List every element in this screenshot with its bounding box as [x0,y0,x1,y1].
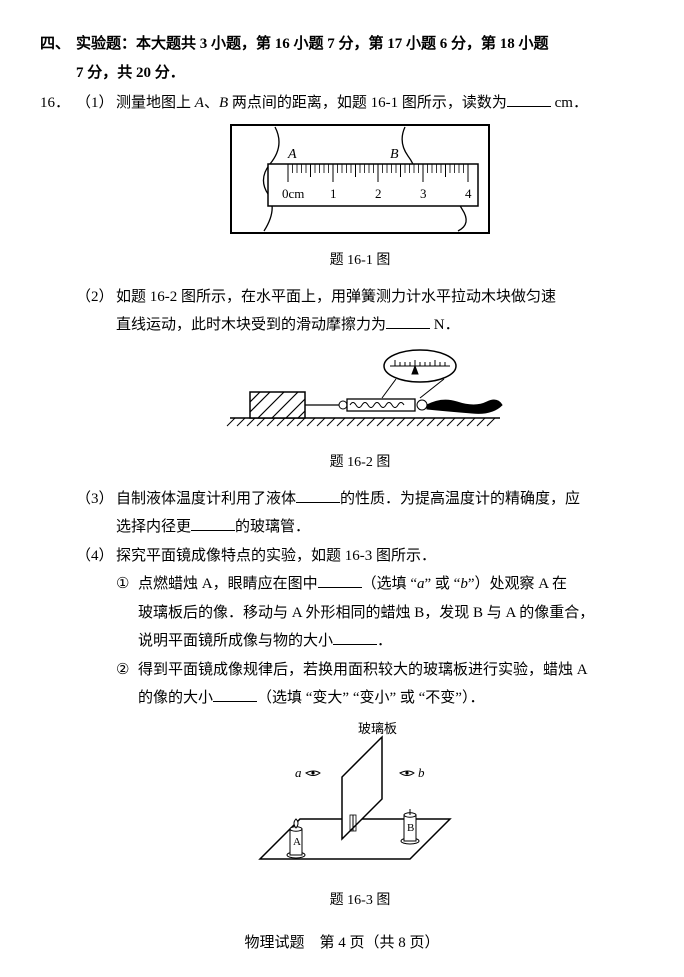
eye-b-label: b [418,765,425,780]
question-16: 16． （1） 测量地图上 A、B 两点间的距离，如题 16-1 图所示，读数为… [40,89,644,923]
ruler-n3: 3 [420,186,427,201]
q16-num: 16． [40,89,76,923]
p4-s1-text: 点燃蜡烛 A，眼睛应在图中 （选填 “a” 或 “b”）处观察 A 在 玻璃板后的… [138,570,644,656]
p4-s2-tag: ② [116,656,138,713]
s1-l1b: （选填 “ [362,576,417,592]
section-heading: 四、 实验题：本大题共 3 小题，第 16 小题 7 分，第 17 小题 6 分… [40,30,644,87]
ruler-svg: A B [230,124,490,234]
q16-p4-s2: ② 得到平面镜成像规律后，若换用面积较大的玻璃板进行实验，蜡烛 A 的像的大小 （… [116,656,644,713]
blank-2 [386,313,430,329]
ruler-n1: 1 [330,186,337,201]
s1-l1a: 点燃蜡烛 A，眼睛应在图中 [138,576,318,592]
q16-p2-tag: （2） [76,283,116,340]
p4-s1-tag: ① [116,570,138,656]
ruler-n4: 4 [465,186,472,201]
figure-16-1: A B [76,124,644,245]
s1-l1d: ”）处观察 A 在 [468,576,567,592]
section-title-l2: 7 分，共 20 分． [76,65,185,81]
spring-scale-svg [210,346,510,436]
ruler-n2: 2 [375,186,382,201]
s1-l3a: 说明平面镜所成像与物的大小 [138,633,333,649]
q16-part3: （3） 自制液体温度计利用了液体 的性质．为提高温度计的精确度，应 选择内径更 的玻… [76,485,644,542]
p2-l2b: N． [430,317,460,333]
figure-16-2 [76,346,644,447]
page: 四、 实验题：本大题共 3 小题，第 16 小题 7 分，第 17 小题 6 分… [0,0,684,977]
q16-p1-tag: （1） [76,89,116,118]
q16-p3-tag: （3） [76,485,116,542]
blank-5 [318,572,362,588]
figure-16-2-caption: 题 16-2 图 [76,450,644,477]
ruler-A-label: A [287,147,297,162]
page-footer: 物理试题 第 4 页（共 8 页） [40,929,644,958]
s1-l1c: ” 或 “ [425,576,461,592]
q16-p3-text: 自制液体温度计利用了液体 的性质．为提高温度计的精确度，应 选择内径更 的玻璃管． [116,485,644,542]
mirror-svg: 玻璃板 a b A B [240,719,480,874]
q16-part1: （1） 测量地图上 A、B 两点间的距离，如题 16-1 图所示，读数为 cm． [76,89,644,118]
q16-body: （1） 测量地图上 A、B 两点间的距离，如题 16-1 图所示，读数为 cm．… [76,89,644,923]
p1-A: A [195,95,204,111]
q16-p4-body: 探究平面镜成像特点的实验，如题 16-3 图所示． ① 点燃蜡烛 A，眼睛应在图… [116,542,644,713]
ruler-B-label: B [390,147,399,162]
p3-l1a: 自制液体温度计利用了液体 [116,491,296,507]
q16-part4: （4） 探究平面镜成像特点的实验，如题 16-3 图所示． ① 点燃蜡烛 A，眼… [76,542,644,713]
section-title-l1: 实验题：本大题共 3 小题，第 16 小题 7 分，第 17 小题 6 分，第 … [76,36,549,52]
figure-16-1-caption: 题 16-1 图 [76,248,644,275]
p1-B: B [219,95,228,111]
q16-part2: （2） 如题 16-2 图所示，在水平面上，用弹簧测力计水平拉动木块做匀速 直线… [76,283,644,340]
glass-label: 玻璃板 [358,721,397,736]
candle-B-label: B [407,822,414,834]
figure-16-3: 玻璃板 a b A B [76,719,644,885]
section-title: 实验题：本大题共 3 小题，第 16 小题 7 分，第 17 小题 6 分，第 … [76,30,644,87]
q16-p1-text: 测量地图上 A、B 两点间的距离，如题 16-1 图所示，读数为 cm． [116,89,644,118]
p3-l2b: 的玻璃管． [235,519,310,535]
s2-l1: 得到平面镜成像规律后，若换用面积较大的玻璃板进行实验，蜡烛 A [138,662,588,678]
blank-6 [333,629,377,645]
s2-l2a: 的像的大小 [138,690,213,706]
ruler-n0: 0cm [282,186,304,201]
p4-head: 探究平面镜成像特点的实验，如题 16-3 图所示． [116,548,436,564]
blank-1 [507,91,551,107]
p1-m1: 、 [204,95,219,111]
p3-l2a: 选择内径更 [116,519,191,535]
s1-b: b [460,576,468,592]
p2-l2a: 直线运动，此时木块受到的滑动摩擦力为 [116,317,386,333]
blank-4 [191,515,235,531]
section-num: 四、 [40,30,76,87]
s1-l3b: ． [377,633,392,649]
p1-pre: 测量地图上 [116,95,195,111]
blank-3 [296,487,340,503]
q16-p4-tag: （4） [76,542,116,713]
s2-l2b: （选填 “变大” “变小” 或 “不变”）． [257,690,484,706]
p1-m2: 两点间的距离，如题 16-1 图所示，读数为 [228,95,507,111]
figure-16-3-caption: 题 16-3 图 [76,888,644,915]
p2-l1: 如题 16-2 图所示，在水平面上，用弹簧测力计水平拉动木块做匀速 [116,289,556,305]
candle-A-label: A [293,836,301,848]
p3-l1b: 的性质．为提高温度计的精确度，应 [340,491,580,507]
q16-p4-s1: ① 点燃蜡烛 A，眼睛应在图中 （选填 “a” 或 “b”）处观察 A 在 玻璃板… [116,570,644,656]
blank-7 [213,686,257,702]
q16-p2-text: 如题 16-2 图所示，在水平面上，用弹簧测力计水平拉动木块做匀速 直线运动，此… [116,283,644,340]
p4-s2-text: 得到平面镜成像规律后，若换用面积较大的玻璃板进行实验，蜡烛 A 的像的大小 （选填… [138,656,644,713]
eye-a-label: a [295,765,302,780]
p1-unit: cm． [551,95,588,111]
s1-a: a [417,576,425,592]
s1-l2: 玻璃板后的像．移动与 A 外形相同的蜡烛 B，发现 B 与 A 的像重合， [138,605,594,621]
